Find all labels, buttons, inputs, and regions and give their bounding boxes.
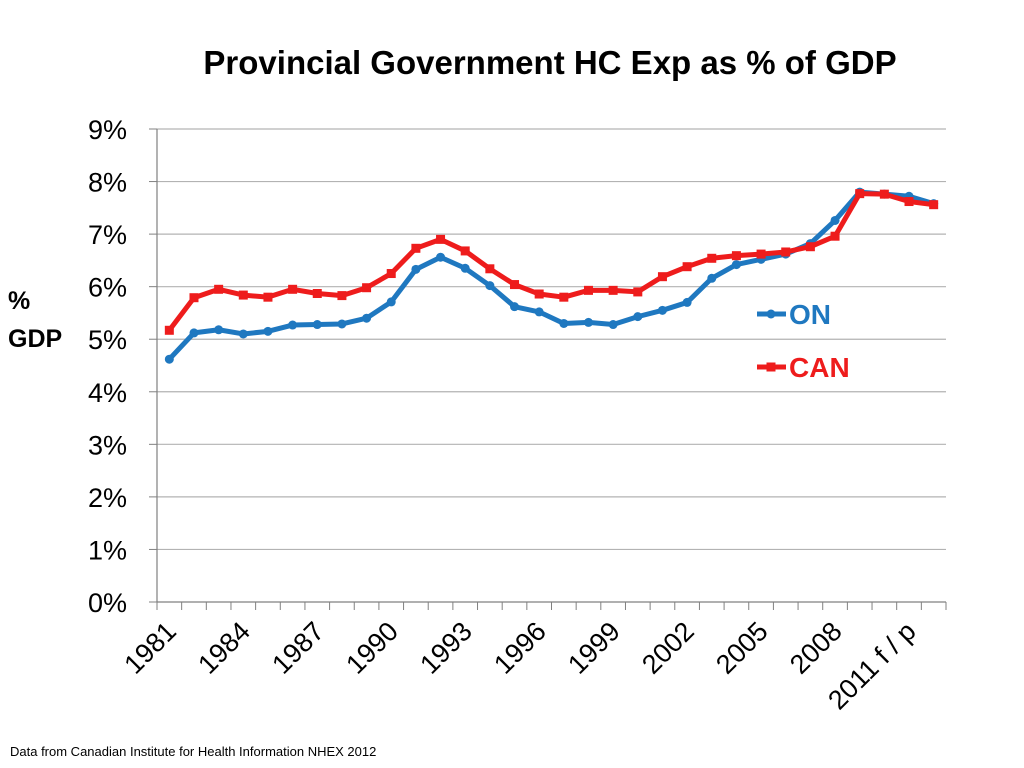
y-axis-label-line1: % (8, 287, 31, 315)
x-tick-label: 2008 (784, 616, 848, 680)
data-point (436, 252, 446, 262)
x-tick-label: 2005 (710, 616, 774, 680)
data-point (263, 292, 273, 302)
x-tick-label: 1999 (562, 616, 626, 680)
data-point (386, 297, 396, 307)
data-point (337, 319, 347, 329)
legend: ON CAN (757, 299, 850, 383)
data-point (214, 325, 224, 335)
series-on (164, 187, 939, 364)
y-tick-label: 6% (88, 273, 127, 303)
data-point (904, 197, 914, 207)
x-tick-label: 1987 (266, 616, 330, 680)
data-point (805, 242, 815, 252)
data-point (559, 318, 569, 328)
source-footnote: Data from Canadian Institute for Health … (10, 744, 377, 759)
y-tick-label: 7% (88, 220, 127, 250)
data-point (830, 215, 840, 225)
data-point (460, 263, 470, 273)
data-point (386, 269, 396, 279)
data-point (608, 320, 618, 330)
legend-label: ON (789, 299, 831, 330)
data-point (485, 264, 495, 274)
y-axis-label: % GDP (8, 282, 78, 358)
data-point (830, 231, 840, 241)
y-tick-label: 8% (88, 168, 127, 198)
data-point (312, 288, 322, 298)
data-point (879, 189, 889, 199)
data-point (189, 293, 199, 303)
data-point (288, 320, 298, 330)
data-point (731, 251, 741, 261)
data-point (682, 262, 692, 272)
series-can (164, 189, 939, 335)
data-point (929, 200, 939, 210)
data-point (411, 264, 421, 274)
data-point (534, 289, 544, 299)
data-point (337, 291, 347, 301)
data-point (731, 260, 741, 270)
x-tick-label: 2002 (636, 616, 700, 680)
y-tick-label: 3% (88, 430, 127, 460)
y-tick-label: 2% (88, 483, 127, 513)
data-point (214, 284, 224, 294)
data-point (583, 317, 593, 327)
gridlines (157, 128, 946, 551)
data-point (855, 189, 865, 199)
data-point (411, 243, 421, 253)
data-point (657, 305, 667, 315)
y-tick-label: 9% (88, 115, 127, 145)
data-point (362, 283, 372, 293)
data-point (189, 328, 199, 338)
chart-title: Provincial Government HC Exp as % of GDP (203, 44, 897, 81)
legend-marker (766, 309, 776, 319)
data-point (510, 302, 520, 312)
data-point (534, 307, 544, 317)
data-point (633, 312, 643, 322)
data-point (312, 320, 322, 330)
data-point (460, 246, 470, 256)
data-point (485, 281, 495, 291)
data-point (682, 297, 692, 307)
y-tick-label: 4% (88, 378, 127, 408)
data-point (362, 313, 372, 323)
series-lines (164, 187, 939, 364)
x-tick-label: 1981 (118, 616, 182, 680)
data-point (436, 234, 446, 244)
x-tick-label: 1984 (192, 616, 256, 680)
legend-item-on: ON (757, 299, 831, 330)
data-point (781, 247, 791, 257)
data-point (608, 285, 618, 295)
data-point (633, 287, 643, 297)
data-point (657, 272, 667, 282)
x-tick-label: 1993 (414, 616, 478, 680)
series-line-on (166, 189, 937, 362)
y-tick-label: 1% (88, 535, 127, 565)
x-tick-label: 1990 (340, 616, 404, 680)
data-point (263, 326, 273, 336)
axes: 0% 1% 2% 3% 4% 5% 6% 7% 8% 9% 1981 1984 1987 1990 1993… (88, 115, 947, 715)
data-point (510, 280, 520, 290)
data-point (583, 285, 593, 295)
y-tick-label: 5% (88, 325, 127, 355)
data-point (707, 273, 717, 283)
y-tick-label: 0% (88, 588, 127, 618)
data-point (164, 325, 174, 335)
legend-marker (766, 362, 776, 372)
data-point (238, 290, 248, 300)
data-point (756, 249, 766, 259)
y-axis-label-line2: GDP (8, 325, 63, 353)
legend-item-can: CAN (757, 352, 850, 383)
x-tick-label: 1996 (488, 616, 552, 680)
data-point (559, 292, 569, 302)
data-point (164, 354, 174, 364)
data-point (238, 329, 248, 339)
legend-label: CAN (789, 352, 850, 383)
data-point (288, 284, 298, 294)
data-point (707, 253, 717, 263)
